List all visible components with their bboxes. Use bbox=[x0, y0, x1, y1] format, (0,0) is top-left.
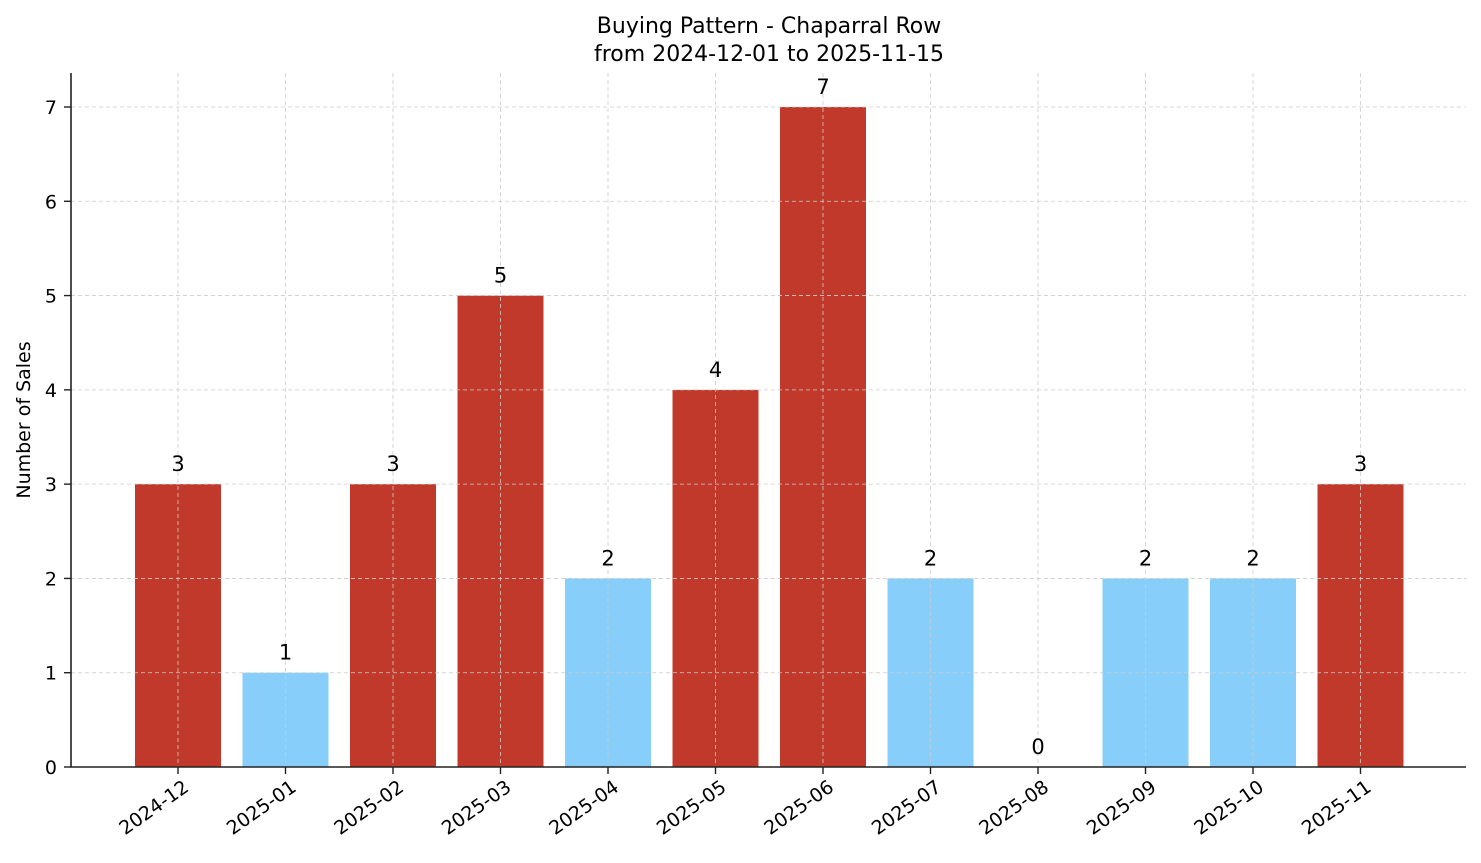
bar-value-label: 3 bbox=[171, 452, 184, 476]
bar-value-label: 3 bbox=[386, 452, 399, 476]
y-tick-label: 6 bbox=[45, 191, 57, 213]
x-tick-label: 2025-04 bbox=[545, 776, 623, 840]
bar-value-label: 2 bbox=[1139, 546, 1152, 570]
x-axis-ticks: 2024-12 2025-01 2025-02 2025-03 2025-04 2025-… bbox=[115, 767, 1375, 840]
grid-lines bbox=[71, 73, 1466, 767]
y-axis-label: Number of Sales bbox=[13, 341, 35, 498]
y-tick-label: 4 bbox=[45, 380, 57, 402]
bar-value-label: 1 bbox=[279, 641, 292, 665]
x-tick-label: 2025-09 bbox=[1083, 776, 1161, 840]
bar-value-label: 3 bbox=[1354, 452, 1367, 476]
x-tick-label: 2025-11 bbox=[1298, 776, 1376, 840]
bar-2025-10 bbox=[1210, 578, 1296, 767]
bar-value-labels: 3 1 3 5 2 4 7 2 0 2 2 3 bbox=[171, 75, 1367, 759]
bar-value-label: 0 bbox=[1031, 735, 1044, 759]
y-tick-label: 0 bbox=[45, 757, 57, 779]
y-tick-label: 2 bbox=[45, 568, 57, 590]
chart-title: Buying Pattern - Chaparral Row bbox=[597, 14, 941, 39]
y-axis-ticks: 0 1 2 3 4 5 6 7 bbox=[45, 97, 71, 779]
x-tick-label: 2025-07 bbox=[868, 776, 946, 840]
x-tick-label: 2025-06 bbox=[760, 776, 838, 840]
bar-value-label: 7 bbox=[816, 75, 829, 99]
x-tick-label: 2025-05 bbox=[653, 776, 731, 840]
bar-value-label: 2 bbox=[1246, 546, 1259, 570]
x-tick-label: 2025-03 bbox=[438, 776, 516, 840]
bar-value-label: 2 bbox=[601, 546, 614, 570]
x-tick-label: 2025-08 bbox=[975, 776, 1053, 840]
x-tick-label: 2024-12 bbox=[115, 776, 193, 840]
chart-subtitle: from 2024-12-01 to 2025-11-15 bbox=[594, 42, 944, 67]
y-tick-label: 1 bbox=[45, 663, 57, 685]
bar-value-label: 5 bbox=[494, 264, 507, 288]
x-tick-label: 2025-10 bbox=[1190, 776, 1268, 840]
bar-value-label: 2 bbox=[924, 546, 937, 570]
x-tick-label: 2025-01 bbox=[223, 776, 301, 840]
y-tick-label: 3 bbox=[45, 474, 57, 496]
bar-2025-07 bbox=[887, 578, 974, 767]
bars bbox=[135, 107, 1404, 767]
bar-2025-04 bbox=[565, 578, 651, 767]
bar-value-label: 4 bbox=[709, 358, 722, 382]
y-tick-label: 5 bbox=[45, 286, 57, 308]
x-tick-label: 2025-02 bbox=[330, 776, 408, 840]
y-tick-label: 7 bbox=[45, 97, 57, 119]
